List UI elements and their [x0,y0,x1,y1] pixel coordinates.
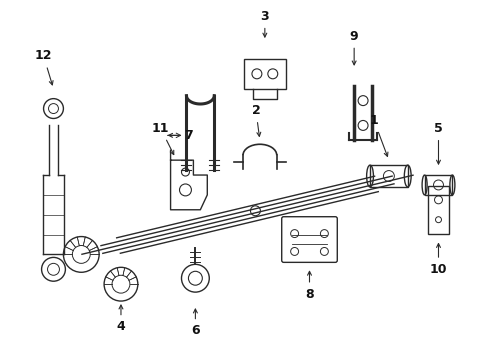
Text: 4: 4 [117,305,125,333]
Bar [370,165,408,187]
Text: 12: 12 [35,49,53,85]
Bar [428,186,449,234]
Text: 1: 1 [369,114,388,156]
Text: 2: 2 [251,104,261,136]
Text: 6: 6 [191,309,200,337]
Text: 8: 8 [305,271,314,301]
Text: 3: 3 [261,10,269,37]
Text: 5: 5 [434,122,443,164]
Text: 9: 9 [350,30,359,65]
Text: 11: 11 [152,122,174,154]
Bar [244,59,286,89]
Text: 7: 7 [169,129,193,142]
Bar [425,175,452,195]
Text: 10: 10 [430,244,447,276]
